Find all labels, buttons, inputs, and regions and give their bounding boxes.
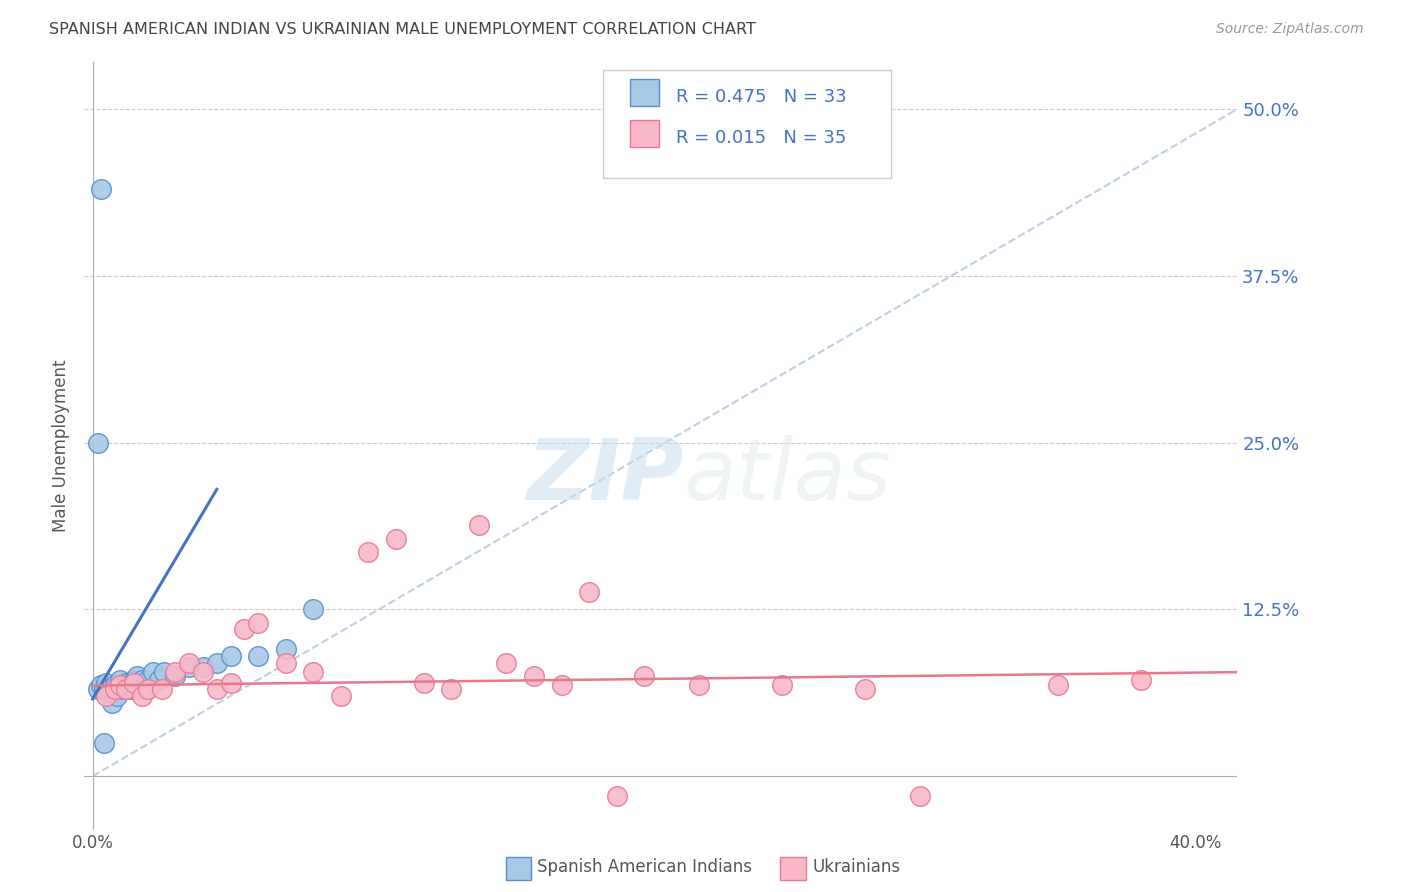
Point — [523, 669, 546, 683]
Point — [110, 678, 132, 692]
Text: SPANISH AMERICAN INDIAN VS UKRAINIAN MALE UNEMPLOYMENT CORRELATION CHART: SPANISH AMERICAN INDIAN VS UKRAINIAN MAL… — [49, 22, 756, 37]
FancyBboxPatch shape — [630, 79, 658, 106]
Point — [90, 182, 112, 196]
Point — [148, 673, 170, 687]
Point — [125, 669, 148, 683]
Point — [247, 615, 270, 630]
Point — [98, 682, 121, 697]
Text: R = 0.475   N = 33: R = 0.475 N = 33 — [676, 88, 846, 106]
Point — [550, 678, 572, 692]
Point — [329, 689, 352, 703]
Point — [122, 675, 145, 690]
Point — [110, 673, 132, 687]
Point — [205, 656, 228, 670]
Point — [93, 736, 115, 750]
Text: Ukrainians: Ukrainians — [813, 858, 901, 876]
Point — [111, 682, 134, 697]
Point — [142, 665, 165, 680]
Point — [117, 678, 139, 692]
FancyBboxPatch shape — [603, 70, 891, 178]
Point — [93, 682, 115, 697]
Point — [150, 682, 173, 697]
Point — [90, 678, 112, 692]
Point — [114, 682, 136, 697]
Point — [107, 689, 129, 703]
Point — [165, 669, 187, 683]
Point — [233, 623, 256, 637]
Point — [96, 675, 118, 690]
Point — [606, 789, 628, 804]
Point — [96, 689, 118, 703]
Point — [219, 675, 242, 690]
Point — [357, 545, 380, 559]
Text: ZIP: ZIP — [526, 435, 683, 518]
Point — [179, 656, 201, 670]
Point — [179, 660, 201, 674]
Point — [302, 602, 325, 616]
Point — [302, 665, 325, 680]
Point — [191, 660, 214, 674]
Point — [128, 682, 150, 697]
Point — [440, 682, 463, 697]
Point — [688, 678, 710, 692]
Point — [153, 665, 176, 680]
Point — [274, 656, 297, 670]
Point — [908, 789, 931, 804]
Point — [136, 673, 159, 687]
Point — [134, 678, 156, 692]
Point — [633, 669, 655, 683]
Point — [165, 665, 187, 680]
Point — [853, 682, 876, 697]
Point — [87, 682, 110, 697]
Point — [274, 642, 297, 657]
Text: Source: ZipAtlas.com: Source: ZipAtlas.com — [1216, 22, 1364, 37]
Point — [131, 689, 153, 703]
Point — [122, 673, 145, 687]
Point — [131, 673, 153, 687]
Point — [468, 518, 491, 533]
Point — [136, 682, 159, 697]
Point — [770, 678, 793, 692]
Point — [385, 532, 408, 546]
Point — [1129, 673, 1152, 687]
Point — [1046, 678, 1069, 692]
Point — [205, 682, 228, 697]
Point — [247, 649, 270, 664]
Point — [101, 696, 124, 710]
Point — [191, 665, 214, 680]
Point — [578, 585, 600, 599]
Point — [219, 649, 242, 664]
Text: Spanish American Indians: Spanish American Indians — [537, 858, 752, 876]
Text: atlas: atlas — [683, 435, 891, 518]
Point — [114, 675, 136, 690]
Point — [120, 682, 142, 697]
Point — [87, 435, 110, 450]
Point — [495, 656, 517, 670]
Text: R = 0.015   N = 35: R = 0.015 N = 35 — [676, 128, 846, 146]
FancyBboxPatch shape — [630, 120, 658, 147]
Y-axis label: Male Unemployment: Male Unemployment — [52, 359, 70, 533]
Point — [104, 682, 127, 697]
Point — [412, 675, 434, 690]
Point — [104, 678, 127, 692]
